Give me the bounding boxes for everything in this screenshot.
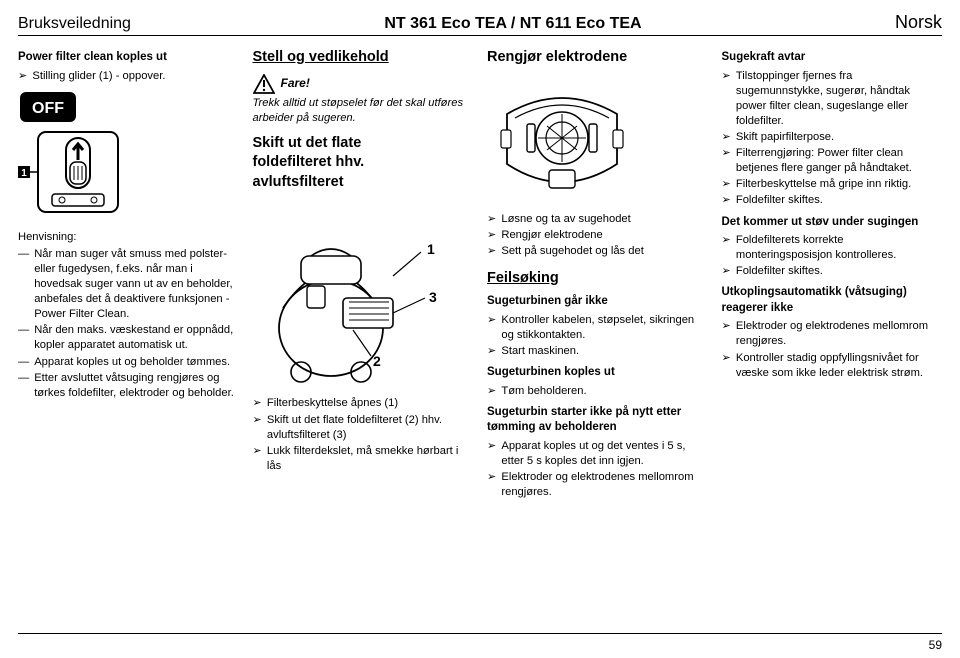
list-item: ➢Lukk filterdekslet, må smekke hørbart i… <box>253 444 474 474</box>
col2-heading-2b: foldefilteret hhv. <box>253 153 474 173</box>
item-text: Når man suger våt smuss med polster- ell… <box>34 247 238 323</box>
col3-sub-1: Sugeturbinen går ikke <box>487 294 708 310</box>
list-item: ➢Kontroller kabelen, støpselet, sikringe… <box>487 313 708 343</box>
col3-heading-2: Feilsøking <box>487 269 708 289</box>
item-text: Tøm beholderen. <box>501 384 586 399</box>
list-item: ➢Filterrengjøring: Power filter clean be… <box>722 146 943 176</box>
col3-sub-3: Sugeturbin starter ikke på nytt etter tø… <box>487 405 708 436</box>
item-text: Foldefilterets korrekte monteringsposisj… <box>736 233 942 263</box>
callout-3: 3 <box>429 289 437 305</box>
vacuum-figure: 1 3 2 <box>253 198 423 388</box>
header-right: Norsk <box>895 12 942 33</box>
col4-s3-list: ➢Elektroder og elektrodenes mellomrom re… <box>722 319 943 380</box>
list-item: ➢Foldefilter skiftes. <box>722 264 943 279</box>
list-item: ➢Tøm beholderen. <box>487 384 708 399</box>
item-text: Elektroder og elektrodenes mellomrom ren… <box>501 470 707 500</box>
col3-heading-1: Rengjør elektrodene <box>487 48 708 68</box>
col4-s2-list: ➢Foldefilterets korrekte monteringsposis… <box>722 233 943 279</box>
col2-steps: ➢Filterbeskyttelse åpnes (1) ➢Skift ut d… <box>253 396 474 474</box>
item-text: Stilling glider (1) - oppover. <box>32 69 165 84</box>
list-item: ➢Elektroder og elektrodenes mellomrom re… <box>487 470 708 500</box>
list-item: ➢Foldefilterets korrekte monteringsposis… <box>722 233 943 263</box>
list-item: ➢Elektroder og elektrodenes mellomrom re… <box>722 319 943 349</box>
item-text: Filterbeskyttelse åpnes (1) <box>267 396 398 411</box>
item-text: Når den maks. væskestand er oppnådd, kop… <box>34 323 238 353</box>
list-item: ➢Skift papirfilterpose. <box>722 130 943 145</box>
col4-sub-2: Det kommer ut støv under sugingen <box>722 215 943 231</box>
item-text: Start maskinen. <box>501 344 579 359</box>
footer-rule <box>18 633 942 634</box>
item-text: Løsne og ta av sugehodet <box>501 212 630 227</box>
col3-sub-2: Sugeturbinen koples ut <box>487 365 708 381</box>
column-4: Sugekraft avtar ➢Tilstoppinger fjernes f… <box>722 46 943 506</box>
note-label: Henvisning: <box>18 230 239 245</box>
item-text: Etter avsluttet våtsuging rengjøres og t… <box>34 371 238 401</box>
item-text: Kontroller stadig oppfyllingsnivået for … <box>736 351 942 381</box>
list-item: —Når man suger våt smuss med polster- el… <box>18 247 239 323</box>
list-item: ➢Tilstoppinger fjernes fra sugemunnstykk… <box>722 69 943 129</box>
list-item: ➢Skift ut det flate foldefilteret (2) hh… <box>253 413 474 443</box>
list-item: —Når den maks. væskestand er oppnådd, ko… <box>18 323 239 353</box>
item-text: Apparat koples ut og det ventes i 5 s, e… <box>501 439 707 469</box>
page-number: 59 <box>929 638 942 652</box>
item-text: Skift papirfilterpose. <box>736 130 834 145</box>
col1-dash-list: —Når man suger våt smuss med polster- el… <box>18 247 239 401</box>
off-switch-figure: OFF 1 <box>18 90 138 220</box>
list-item: ➢Stilling glider (1) - oppover. <box>18 69 239 84</box>
item-text: Elektroder og elektrodenes mellomrom ren… <box>736 319 942 349</box>
warning-row: Fare! <box>253 74 474 94</box>
page-header: Bruksveiledning NT 361 Eco TEA / NT 611 … <box>18 12 942 36</box>
item-text: Lukk filterdekslet, må smekke hørbart i … <box>267 444 473 474</box>
col2-heading-2c: avluftsfilteret <box>253 173 474 193</box>
item-text: Sett på sugehodet og lås det <box>501 244 643 259</box>
list-item: —Etter avsluttet våtsuging rengjøres og … <box>18 371 239 401</box>
list-item: ➢Løsne og ta av sugehodet <box>487 212 708 227</box>
list-item: ➢Filterbeskyttelse åpnes (1) <box>253 396 474 411</box>
list-item: ➢Filterbeskyttelse må gripe inn riktig. <box>722 177 943 192</box>
header-left: Bruksveiledning <box>18 15 131 33</box>
item-text: Foldefilter skiftes. <box>736 193 823 208</box>
off-callout-1: 1 <box>21 168 27 179</box>
item-text: Skift ut det flate foldefilteret (2) hhv… <box>267 413 473 443</box>
off-label: OFF <box>32 100 64 117</box>
item-text: Foldefilter skiftes. <box>736 264 823 279</box>
list-item: ➢Foldefilter skiftes. <box>722 193 943 208</box>
item-text: Rengjør elektrodene <box>501 228 602 243</box>
warning-text: Trekk alltid ut støpselet før det skal u… <box>253 96 474 126</box>
col3-s2-list: ➢Tøm beholderen. <box>487 384 708 399</box>
item-text: Filterbeskyttelse må gripe inn riktig. <box>736 177 911 192</box>
col3-s3-list: ➢Apparat koples ut og det ventes i 5 s, … <box>487 439 708 500</box>
electrode-figure <box>487 74 637 204</box>
col3-steps: ➢Løsne og ta av sugehodet ➢Rengjør elekt… <box>487 212 708 259</box>
item-text: Tilstoppinger fjernes fra sugemunnstykke… <box>736 69 942 129</box>
col4-sub-1: Sugekraft avtar <box>722 50 943 66</box>
warning-label: Fare! <box>281 75 310 91</box>
item-text: Kontroller kabelen, støpselet, sikringen… <box>501 313 707 343</box>
warning-triangle-icon <box>253 74 275 94</box>
col2-heading-1: Stell og vedlikehold <box>253 48 474 68</box>
callout-1: 1 <box>427 241 435 257</box>
col4-sub-3: Utkoplingsautomatikk (våtsuging) reagere… <box>722 285 943 316</box>
list-item: ➢Start maskinen. <box>487 344 708 359</box>
callout-2: 2 <box>373 353 381 369</box>
list-item: ➢Apparat koples ut og det ventes i 5 s, … <box>487 439 708 469</box>
col3-s1-list: ➢Kontroller kabelen, støpselet, sikringe… <box>487 313 708 359</box>
item-text: Apparat koples ut og beholder tømmes. <box>34 355 230 370</box>
column-3: Rengjør elektrodene <box>487 46 708 506</box>
list-item: ➢Kontroller stadig oppfyllingsnivået for… <box>722 351 943 381</box>
list-item: ➢Sett på sugehodet og lås det <box>487 244 708 259</box>
col2-heading-2a: Skift ut det flate <box>253 134 474 154</box>
col4-s1-list: ➢Tilstoppinger fjernes fra sugemunnstykk… <box>722 69 943 209</box>
column-1: Power filter clean koples ut ➢Stilling g… <box>18 46 239 506</box>
col1-list-1: ➢Stilling glider (1) - oppover. <box>18 69 239 84</box>
item-text: Filterrengjøring: Power filter clean bet… <box>736 146 942 176</box>
column-2: Stell og vedlikehold Fare! Trekk alltid … <box>253 46 474 506</box>
col1-title: Power filter clean koples ut <box>18 50 239 66</box>
header-center: NT 361 Eco TEA / NT 611 Eco TEA <box>384 15 641 33</box>
content-columns: Power filter clean koples ut ➢Stilling g… <box>18 46 942 506</box>
list-item: —Apparat koples ut og beholder tømmes. <box>18 355 239 370</box>
list-item: ➢Rengjør elektrodene <box>487 228 708 243</box>
